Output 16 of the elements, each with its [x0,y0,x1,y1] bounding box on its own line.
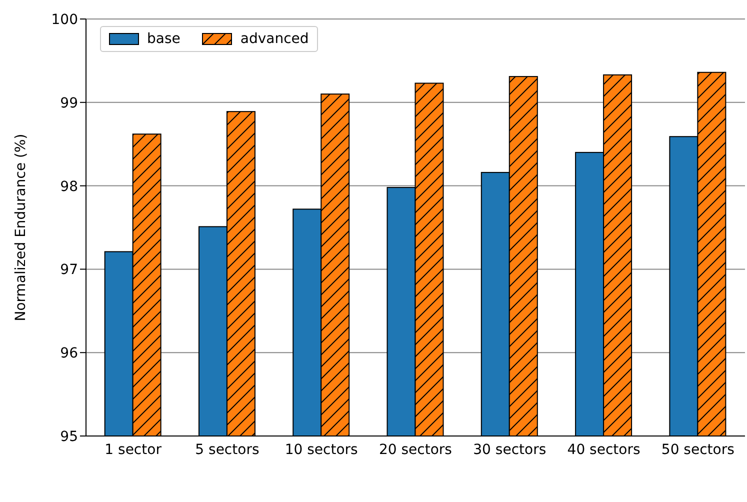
y-tick-label: 96 [60,346,78,362]
x-tick-label: 40 sectors [567,442,640,458]
x-tick-label: 50 sectors [661,442,734,458]
y-tick-label: 98 [60,178,78,195]
x-tick-label: 5 sectors [195,442,260,458]
x-tick-label: 30 sectors [473,442,546,458]
y-axis-title: Normalized Endurance (%) [12,134,29,322]
legend-label: advanced [240,31,309,47]
x-tick-label: 20 sectors [379,442,452,458]
y-tick-label: 99 [60,95,78,112]
y-tick-label: 95 [60,428,78,445]
legend-label: base [147,31,180,47]
x-tick-label: 1 sector [104,442,162,458]
y-tick-label: 97 [60,262,78,278]
y-tick-label: 100 [51,12,78,28]
x-tick-label: 10 sectors [284,442,358,458]
